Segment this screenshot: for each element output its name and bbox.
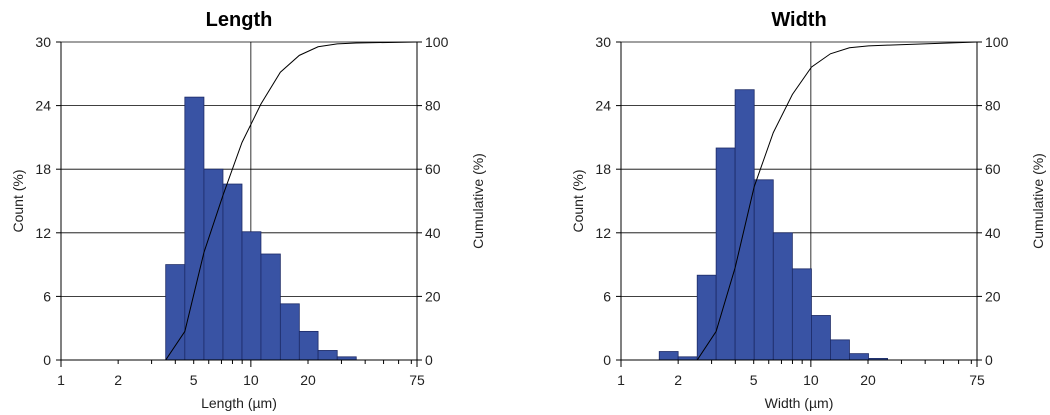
x-tick-label: 20 [860,372,876,388]
histogram-bar [658,351,679,361]
histogram-bar [279,303,300,361]
histogram-bar [753,179,774,361]
chart-panel-length: 1 2 5 10 20 750612182430020406080100LengthLen… [10,9,486,411]
y-tick-label: 24 [595,98,611,114]
histogram-bar [222,183,243,361]
histogram-bar [791,268,812,361]
y2-tick-label: 60 [985,161,1001,177]
x-tick-label: 5 [190,372,198,388]
x-tick-label: 10 [803,372,819,388]
y-tick-label: 24 [35,98,51,114]
histogram-bar [849,353,869,361]
histogram-bar [241,231,262,361]
x-tick-label: 10 [243,372,259,388]
y2-axis-label: Cumulative (%) [1030,153,1046,249]
y2-axis-label: Cumulative (%) [470,153,486,249]
y-tick-label: 18 [595,161,611,177]
y2-tick-label: 80 [985,98,1001,114]
x-tick-label: 20 [300,372,316,388]
x-tick-label: 2 [674,372,682,388]
x-tick-label: 1 [57,372,65,388]
y-tick-label: 18 [35,161,51,177]
chart-panel-width: 1 2 5 10 20 750612182430020406080100WidthWidt… [570,9,1046,411]
y2-tick-label: 0 [985,352,993,368]
histogram-bar [830,339,850,361]
y2-tick-label: 60 [425,161,441,177]
y-tick-label: 0 [603,352,611,368]
histogram-bar [260,253,281,361]
x-tick-label: 5 [750,372,758,388]
y2-tick-label: 20 [425,288,441,304]
y-tick-label: 12 [595,225,611,241]
y2-tick-label: 40 [985,225,1001,241]
y-tick-label: 6 [43,288,51,304]
y-tick-label: 12 [35,225,51,241]
x-axis-label: Length (µm) [201,395,277,411]
histogram-bar [203,168,224,361]
y2-tick-label: 80 [425,98,441,114]
histogram-bar [734,89,755,361]
y-axis-label: Count (%) [570,169,586,232]
histogram-bar [317,350,338,361]
chart-title: Length [206,9,273,31]
cumulative-curve [61,41,418,361]
x-tick-label: 2 [114,372,122,388]
histogram-bar [696,274,717,361]
y-tick-label: 30 [595,34,611,50]
histogram-bar [772,232,793,361]
x-tick-label: 75 [409,372,425,388]
x-axis-label: Width (µm) [765,395,834,411]
histogram-bar [298,330,319,361]
y-tick-label: 0 [43,352,51,368]
histogram-bar [811,315,831,361]
y-axis-label: Count (%) [10,169,26,232]
y2-tick-label: 20 [985,288,1001,304]
cumulative-curve [621,41,978,361]
y2-tick-label: 40 [425,225,441,241]
y-tick-label: 6 [603,288,611,304]
chart-title: Width [771,9,826,31]
x-tick-label: 1 [617,372,625,388]
y2-tick-label: 0 [425,352,433,368]
y-tick-label: 30 [35,34,51,50]
histogram-bar [715,147,736,361]
y2-tick-label: 100 [985,34,1009,50]
y2-tick-label: 100 [425,34,449,50]
x-tick-label: 75 [969,372,985,388]
